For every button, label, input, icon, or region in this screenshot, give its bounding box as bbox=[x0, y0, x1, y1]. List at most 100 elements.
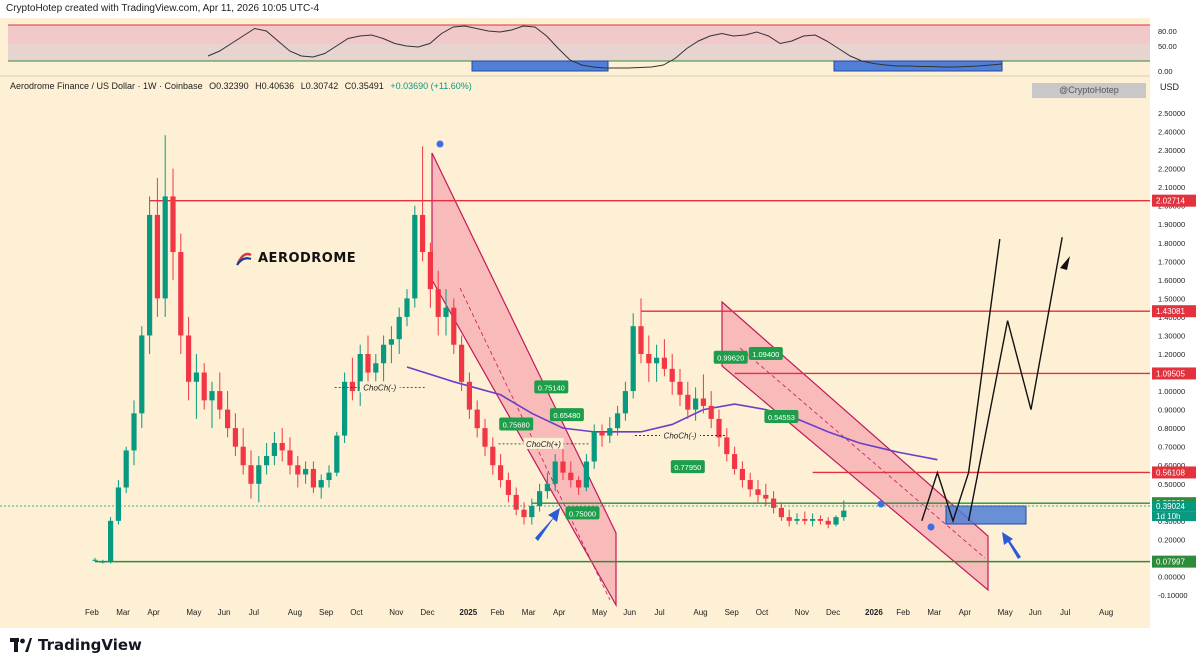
candle-body bbox=[817, 518, 823, 521]
candle-body bbox=[264, 455, 270, 466]
candle-body bbox=[451, 307, 457, 345]
candle-body bbox=[669, 368, 675, 382]
price-tick-label: 0.80000 bbox=[1158, 424, 1185, 433]
candle-body bbox=[178, 252, 184, 336]
time-tick-label: Nov bbox=[795, 608, 809, 617]
candle-body bbox=[794, 518, 800, 521]
candle-body bbox=[381, 344, 387, 364]
forecast-zigzag bbox=[967, 237, 1063, 521]
choch-bg bbox=[359, 381, 400, 393]
candle-body bbox=[638, 326, 644, 354]
footer: TradingView bbox=[0, 628, 1200, 662]
time-tick-label: 2026 bbox=[865, 608, 883, 617]
forecast bbox=[921, 237, 1070, 524]
candle-body bbox=[810, 518, 816, 521]
value-box-label: 0.77950 bbox=[674, 463, 701, 472]
level-price-tag bbox=[1152, 555, 1196, 568]
time-tick-label: Jun bbox=[218, 608, 231, 617]
price-tick-label: 0.60000 bbox=[1158, 461, 1185, 470]
aerodrome-logo: AERODROME bbox=[236, 251, 356, 266]
aerodrome-logo-text: AERODROME bbox=[258, 251, 357, 266]
currency-label[interactable]: USD bbox=[1160, 82, 1180, 92]
forecast-arrowhead-icon bbox=[1060, 256, 1070, 270]
candle-body bbox=[170, 196, 176, 253]
low-value: L0.30742 bbox=[300, 81, 339, 91]
price-tick-label: 1.90000 bbox=[1158, 220, 1185, 229]
time-tick-label: May bbox=[592, 608, 607, 617]
accumulation-zone bbox=[945, 505, 1027, 525]
time-axis[interactable]: Feb Mar Apr May Jun Jul Aug Sep Oct Nov Dec 2025 Feb… bbox=[85, 608, 1113, 617]
current-price-tag bbox=[1152, 511, 1196, 522]
descending-channel-1 bbox=[431, 152, 617, 608]
value-box bbox=[670, 460, 705, 474]
price-tick-label: 2.40000 bbox=[1158, 128, 1185, 137]
author-tag: @CryptoHotep bbox=[1032, 83, 1146, 98]
candle-body bbox=[365, 354, 371, 373]
aerodrome-logo-icon bbox=[236, 252, 252, 266]
level-price-tag bbox=[1152, 305, 1196, 318]
blue-arrows bbox=[535, 508, 1021, 559]
price-labels: 2.027141.430811.095050.561080.395290.079… bbox=[1152, 194, 1196, 568]
rsi-tick-label: 80.00 bbox=[1158, 27, 1177, 36]
level-price-tag bbox=[1152, 367, 1196, 380]
value-box-label: 0.65480 bbox=[553, 411, 580, 420]
candle-body bbox=[217, 391, 223, 410]
candle-body bbox=[427, 252, 433, 290]
value-box bbox=[499, 417, 534, 431]
candle-body bbox=[537, 491, 543, 507]
rsi-overbought-band bbox=[8, 25, 1150, 44]
candle-body bbox=[225, 409, 231, 429]
price-tick-label: 1.60000 bbox=[1158, 276, 1185, 285]
price-tick-label: 1.70000 bbox=[1158, 257, 1185, 266]
candle-body bbox=[544, 483, 550, 492]
price-tick-label: 0.30000 bbox=[1158, 517, 1185, 526]
candle-body bbox=[318, 480, 324, 488]
candle-body bbox=[552, 461, 558, 484]
candle-body bbox=[357, 354, 363, 392]
candle-body bbox=[724, 437, 730, 455]
candle-body bbox=[568, 472, 574, 481]
candle-body bbox=[201, 372, 207, 401]
candle-body bbox=[747, 480, 753, 490]
candle-body bbox=[693, 398, 699, 410]
candle-body bbox=[396, 316, 402, 340]
close-value: C0.35491 bbox=[344, 81, 384, 91]
time-tick-label: Oct bbox=[756, 608, 769, 617]
choch-label: ChoCh(-) bbox=[363, 383, 396, 392]
price-tick-label: 2.20000 bbox=[1158, 165, 1185, 174]
channel-2-midline bbox=[739, 347, 986, 559]
value-box bbox=[713, 350, 748, 364]
candle-body bbox=[771, 498, 777, 508]
price-tick-label: 0.90000 bbox=[1158, 406, 1185, 415]
candle-body bbox=[490, 446, 496, 466]
candle-body bbox=[310, 468, 316, 488]
candle-body bbox=[287, 450, 293, 466]
candle-body bbox=[388, 339, 394, 345]
candle-body bbox=[607, 428, 613, 436]
price-tick-label: 1.00000 bbox=[1158, 387, 1185, 396]
candle-body bbox=[232, 428, 238, 447]
candle-body bbox=[186, 335, 192, 382]
low-marker bbox=[927, 523, 935, 531]
time-tick-label: Dec bbox=[826, 608, 840, 617]
choch-bg bbox=[523, 437, 564, 449]
candle-body bbox=[654, 357, 660, 364]
time-tick-label: 2025 bbox=[459, 608, 477, 617]
time-tick-label: Jul bbox=[654, 608, 664, 617]
annotations: 0.75680 0.75140 0.65480 0.75000 0.77950 0.996… bbox=[334, 347, 799, 520]
candle-body bbox=[108, 520, 114, 562]
time-tick-label: Apr bbox=[147, 608, 160, 617]
candle-body bbox=[193, 372, 199, 382]
candles bbox=[92, 135, 847, 564]
value-box-label: 0.99620 bbox=[717, 354, 744, 363]
time-tick-label: Sep bbox=[725, 608, 740, 617]
candle-body bbox=[459, 344, 465, 382]
value-box bbox=[565, 506, 600, 520]
low-marker bbox=[877, 500, 885, 508]
level-price-tag-label: 0.07997 bbox=[1156, 558, 1185, 567]
candle-body bbox=[825, 520, 831, 525]
time-tick-label: May bbox=[998, 608, 1013, 617]
candle-body bbox=[646, 354, 652, 364]
blue-arrow-icon bbox=[1002, 532, 1021, 559]
